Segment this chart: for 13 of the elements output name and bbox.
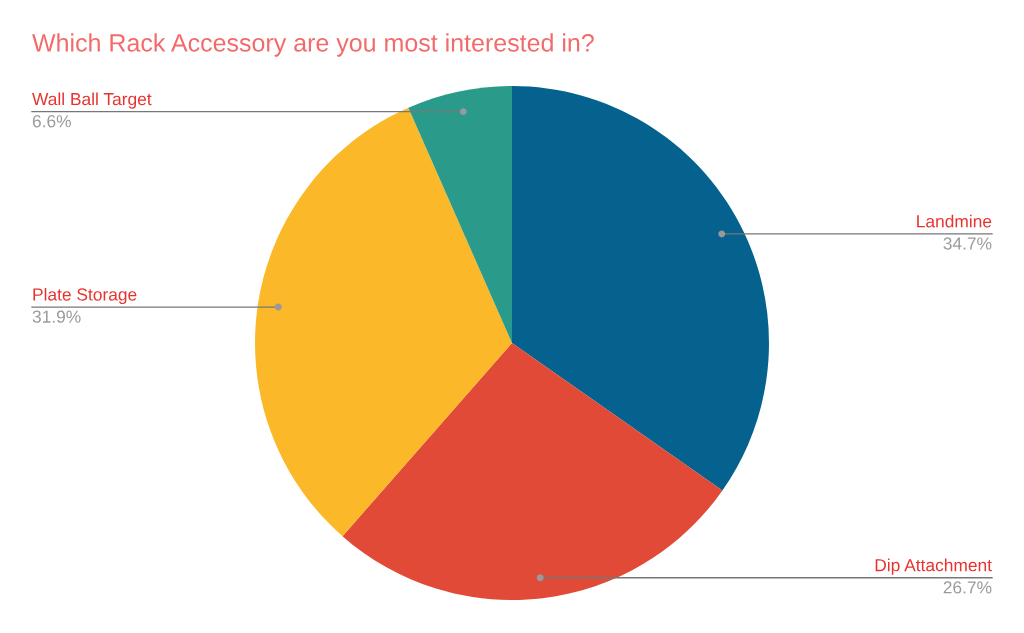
slice-label: Dip Attachment [875,558,992,575]
slice-label: Plate Storage [33,287,137,305]
slice-label: Wall Ball Target [32,92,152,109]
pie-slice [512,86,769,491]
data-label: 26.7% [943,581,992,594]
pie-slice [408,86,512,343]
data-label: 6.6% [32,115,71,128]
data-label: 31.9% [32,310,81,323]
slice-label: Landmine [917,214,992,228]
pie-slice [342,343,723,600]
chart-title: Which Rack Accessory are you most interested in? [32,33,594,57]
data-label: 34.7% [943,237,992,250]
pie-slice [255,107,512,537]
